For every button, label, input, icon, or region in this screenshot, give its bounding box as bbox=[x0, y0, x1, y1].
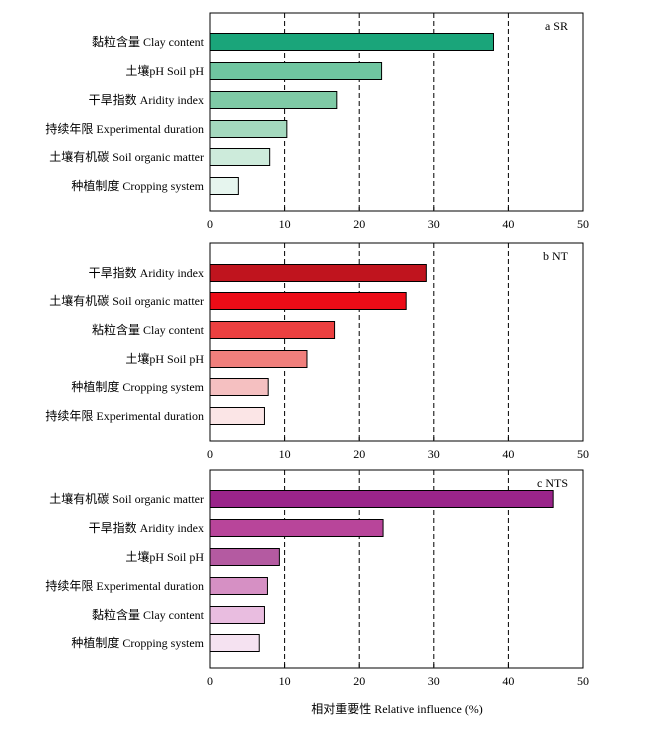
nts-plot-frame bbox=[209, 469, 584, 669]
nt-bar-2 bbox=[209, 292, 407, 310]
sr-category-label-4: 持续年限 Experimental duration bbox=[45, 121, 204, 136]
nts-bar-1 bbox=[209, 490, 554, 508]
sr-category-label-6: 种植制度 Cropping system bbox=[71, 178, 204, 193]
sr-panel-label: a SR bbox=[545, 19, 568, 33]
sr-bar-3 bbox=[209, 91, 338, 109]
sr-x-tick-label-30: 30 bbox=[428, 217, 440, 231]
sr-x-tick-label-0: 0 bbox=[207, 217, 213, 231]
nt-plot-frame bbox=[209, 242, 584, 442]
nts-x-tick-label-50: 50 bbox=[577, 674, 589, 688]
panel-nts: 土壤有机碳 Soil organic matter 干旱指数 Aridity in… bbox=[45, 469, 589, 688]
nt-category-label-3: 粘粒含量 Clay content bbox=[92, 322, 205, 337]
sr-bar-1 bbox=[209, 33, 494, 51]
nts-bar-5 bbox=[209, 606, 265, 624]
sr-x-tick-label-40: 40 bbox=[502, 217, 514, 231]
x-axis-title: 相对重要性 Relative influence (%) bbox=[311, 702, 483, 716]
nts-category-label-5: 黏粒含量 Clay content bbox=[92, 607, 205, 622]
nts-x-tick-label-20: 20 bbox=[353, 674, 365, 688]
nts-bar-2 bbox=[209, 519, 384, 537]
nt-x-tick-label-10: 10 bbox=[279, 447, 291, 461]
nts-category-label-1: 土壤有机碳 Soil organic matter bbox=[49, 491, 204, 506]
nt-x-tick-label-50: 50 bbox=[577, 447, 589, 461]
nt-x-tick-label-0: 0 bbox=[207, 447, 213, 461]
nts-bar-3 bbox=[209, 548, 280, 566]
sr-category-label-1: 黏粒含量 Clay content bbox=[92, 34, 205, 49]
nt-panel-label: b NT bbox=[543, 249, 569, 263]
sr-category-label-5: 土壤有机碳 Soil organic matter bbox=[49, 149, 204, 164]
sr-category-label-3: 干旱指数 Aridity index bbox=[89, 92, 204, 107]
nt-bar-4 bbox=[209, 350, 308, 368]
nts-panel-label: c NTS bbox=[537, 476, 568, 490]
nt-x-tick-label-40: 40 bbox=[502, 447, 514, 461]
nts-x-tick-label-30: 30 bbox=[428, 674, 440, 688]
nts-x-tick-label-40: 40 bbox=[502, 674, 514, 688]
nt-category-label-1: 干旱指数 Aridity index bbox=[89, 265, 204, 280]
sr-x-tick-label-20: 20 bbox=[353, 217, 365, 231]
nt-bar-6 bbox=[209, 407, 265, 425]
sr-category-label-2: 土壤pH Soil pH bbox=[125, 63, 204, 78]
nt-category-label-6: 持续年限 Experimental duration bbox=[45, 408, 204, 423]
sr-bar-4 bbox=[209, 120, 288, 138]
nt-x-tick-label-20: 20 bbox=[353, 447, 365, 461]
nts-x-tick-label-0: 0 bbox=[207, 674, 213, 688]
nt-category-label-2: 土壤有机碳 Soil organic matter bbox=[49, 293, 204, 308]
nt-bar-1 bbox=[209, 264, 427, 282]
sr-bar-6 bbox=[209, 177, 239, 195]
sr-plot-frame bbox=[209, 12, 584, 212]
nt-bar-3 bbox=[209, 321, 336, 339]
nts-category-label-4: 持续年限 Experimental duration bbox=[45, 578, 204, 593]
nt-category-label-5: 种植制度 Cropping system bbox=[71, 379, 204, 394]
nt-category-label-4: 土壤pH Soil pH bbox=[125, 351, 204, 366]
nts-category-label-3: 土壤pH Soil pH bbox=[125, 549, 204, 564]
sr-bar-5 bbox=[209, 148, 271, 166]
nts-bar-6 bbox=[209, 634, 260, 652]
panel-nt: 干旱指数 Aridity index 土壤有机碳 Soil organic mat… bbox=[45, 242, 589, 461]
sr-bar-2 bbox=[209, 62, 383, 80]
nts-category-label-6: 种植制度 Cropping system bbox=[71, 635, 204, 650]
nt-x-tick-label-30: 30 bbox=[428, 447, 440, 461]
nts-bar-4 bbox=[209, 577, 268, 595]
sr-x-tick-label-10: 10 bbox=[279, 217, 291, 231]
nt-bar-5 bbox=[209, 378, 269, 396]
nts-x-tick-label-10: 10 bbox=[279, 674, 291, 688]
nts-category-label-2: 干旱指数 Aridity index bbox=[89, 520, 204, 535]
panel-sr: 黏粒含量 Clay content 土壤pH Soil pH 干旱指数 Aridit… bbox=[45, 12, 589, 231]
sr-x-tick-label-50: 50 bbox=[577, 217, 589, 231]
